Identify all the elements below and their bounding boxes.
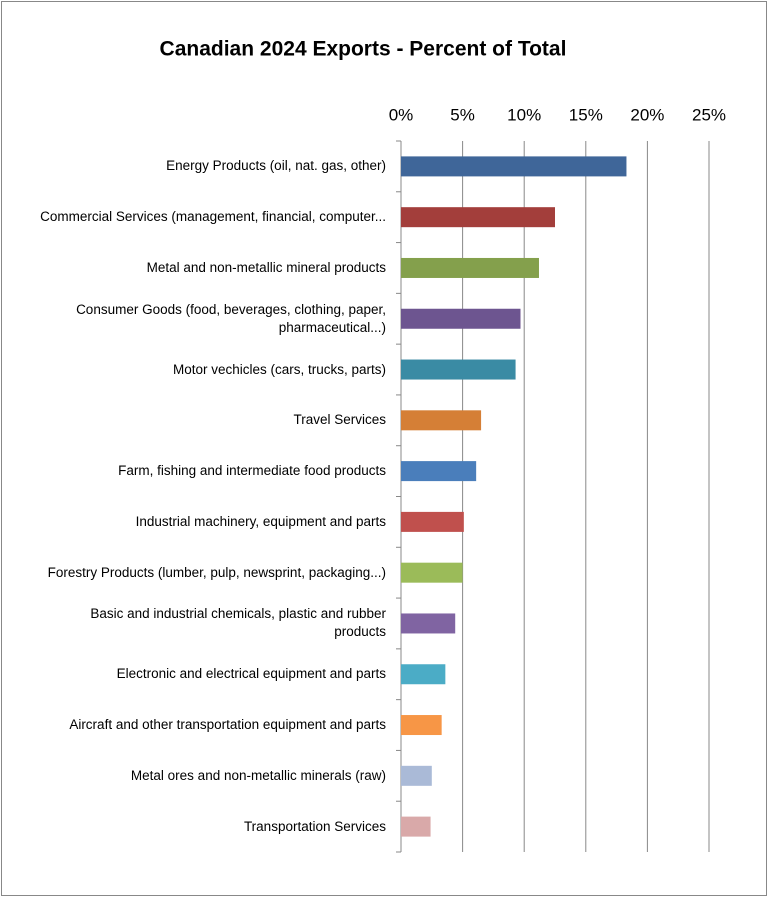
category-label: Energy Products (oil, nat. gas, other) <box>166 158 386 174</box>
bar <box>401 664 446 685</box>
category-label: Farm, fishing and intermediate food prod… <box>118 463 386 479</box>
chart-title: Canadian 2024 Exports - Percent of Total <box>160 38 567 61</box>
bar <box>401 613 456 634</box>
bar <box>401 257 539 278</box>
bar <box>401 562 463 583</box>
x-tick-label: 5% <box>450 105 475 124</box>
category-label: Metal and non-metallic mineral products <box>146 259 386 275</box>
category-label: Electronic and electrical equipment and … <box>116 666 386 682</box>
bar <box>401 765 432 786</box>
category-label: Transportation Services <box>243 818 386 834</box>
bar <box>401 156 627 177</box>
category-label: Industrial machinery, equipment and part… <box>135 513 386 529</box>
category-label: Travel Services <box>293 412 386 428</box>
bar <box>401 359 516 380</box>
bar <box>401 511 464 532</box>
bar <box>401 308 521 329</box>
category-label: Metal ores and non-metallic minerals (ra… <box>130 767 386 783</box>
x-tick-label: 20% <box>630 105 664 124</box>
bar <box>401 461 477 482</box>
x-tick-label: 15% <box>569 105 603 124</box>
category-label: Basic and industrial chemicals, plastic … <box>90 606 386 640</box>
x-tick-label: 0% <box>389 105 414 124</box>
bar <box>401 207 555 228</box>
x-tick-label: 10% <box>507 105 541 124</box>
bar <box>401 816 431 837</box>
category-label: Consumer Goods (food, beverages, clothin… <box>76 301 386 335</box>
x-tick-label: 25% <box>692 105 726 124</box>
category-label: Aircraft and other transportation equipm… <box>69 717 386 733</box>
bar <box>401 410 482 431</box>
category-label: Forestry Products (lumber, pulp, newspri… <box>47 564 386 580</box>
category-label: Commercial Services (management, financi… <box>40 209 386 225</box>
category-label: Motor vechicles (cars, trucks, parts) <box>172 361 386 377</box>
bar <box>401 715 442 736</box>
